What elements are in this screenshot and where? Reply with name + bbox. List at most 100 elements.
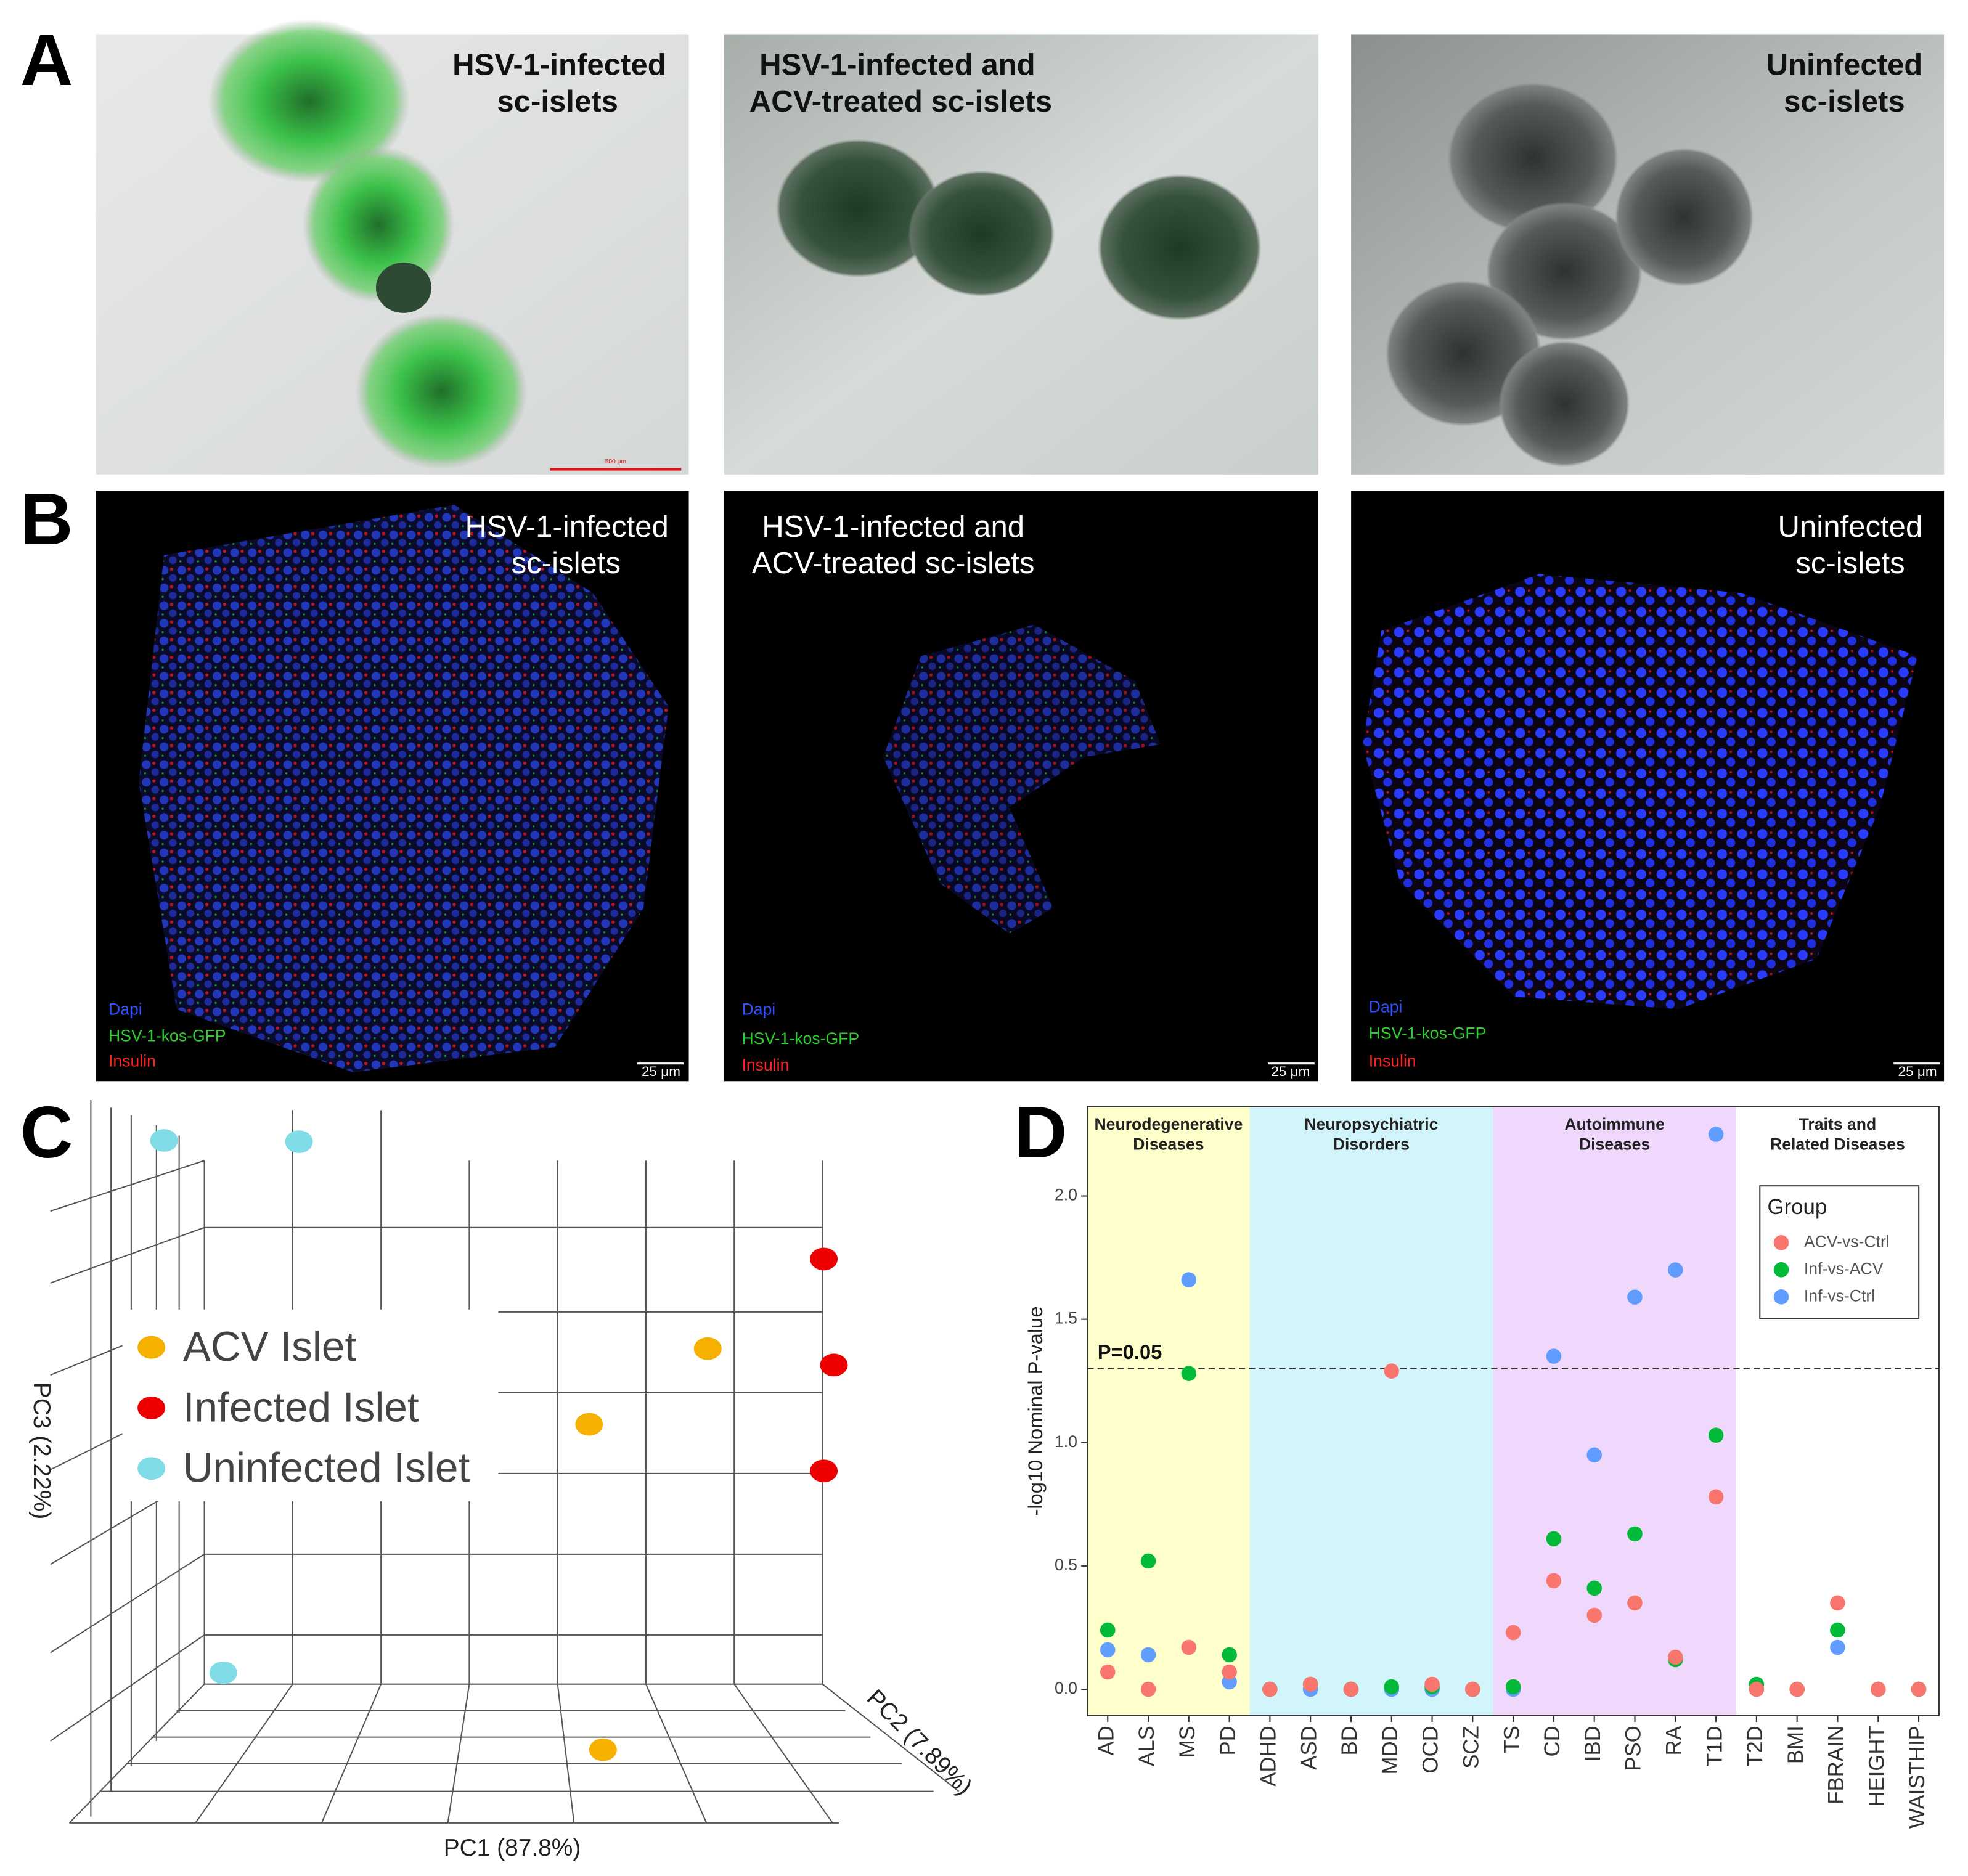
legend-label: Inf-vs-ACV xyxy=(1804,1259,1884,1278)
stain-label: Insulin xyxy=(742,1056,790,1074)
stain-label: Dapi xyxy=(108,1000,142,1019)
group-title: Related Diseases xyxy=(1770,1135,1905,1154)
image-title: Uninfected xyxy=(1766,49,1923,82)
x-tick-label: PSO xyxy=(1622,1726,1646,1771)
pca-point xyxy=(589,1738,617,1761)
x-tick-label: HEIGHT xyxy=(1865,1726,1888,1806)
islet xyxy=(1447,82,1619,234)
stain-label: HSV-1-kos-GFP xyxy=(742,1029,860,1048)
x-tick-label: FBRAIN xyxy=(1825,1726,1848,1805)
pca-point xyxy=(810,1247,838,1271)
x-tick-label: ALS xyxy=(1135,1726,1159,1766)
dot xyxy=(1586,1580,1602,1596)
image-title: Uninfected xyxy=(1778,510,1923,544)
image-title: ACV-treated sc-islets xyxy=(752,547,1035,580)
image-title: HSV-1-infected and xyxy=(762,510,1024,544)
dot xyxy=(1546,1348,1562,1364)
dot xyxy=(1505,1679,1521,1695)
x-tick-label: ADHD xyxy=(1257,1726,1281,1787)
legend-label: ACV Islet xyxy=(183,1324,357,1370)
x-tick-label: AD xyxy=(1095,1726,1118,1755)
dot xyxy=(1749,1681,1765,1697)
dot xyxy=(1708,1427,1724,1443)
x-tick-label: BMI xyxy=(1784,1726,1808,1764)
dot-plot: Neurodegenerative Diseases Neuropsychiatri… xyxy=(1024,1106,1940,1829)
group-title: Neuropsychiatric xyxy=(1304,1115,1438,1133)
islet xyxy=(1614,147,1754,287)
dot xyxy=(1100,1622,1116,1638)
x-tick-label: RA xyxy=(1662,1725,1686,1755)
dot xyxy=(1384,1679,1400,1695)
islet xyxy=(908,170,1055,297)
dot xyxy=(1505,1625,1521,1641)
dot xyxy=(1181,1272,1197,1287)
dot xyxy=(1100,1642,1116,1658)
legend-title: Group xyxy=(1768,1196,1827,1219)
threshold-label: P=0.05 xyxy=(1098,1340,1162,1363)
axis-label: PC1 (87.8%) xyxy=(444,1835,581,1861)
dot xyxy=(1870,1681,1886,1697)
pca-point xyxy=(150,1129,178,1152)
dot xyxy=(1100,1664,1116,1680)
legend-marker xyxy=(137,1397,166,1419)
pca-point xyxy=(810,1459,838,1483)
x-tick-label: OCD xyxy=(1419,1726,1443,1773)
islet xyxy=(375,262,432,313)
image-title: sc-islets xyxy=(512,547,621,580)
dot xyxy=(1140,1647,1156,1663)
group-title: Traits and xyxy=(1799,1115,1877,1133)
islet xyxy=(208,18,410,183)
dot xyxy=(1343,1681,1359,1697)
scale-bar-label: 25 μm xyxy=(642,1064,680,1079)
legend-label: Uninfected Islet xyxy=(183,1445,470,1491)
x-tick-label: MDD xyxy=(1379,1726,1402,1774)
dot xyxy=(1181,1639,1197,1655)
axis-label: PC2 (7.89%) xyxy=(862,1684,978,1800)
dot xyxy=(1586,1447,1602,1463)
islet xyxy=(356,312,528,470)
dot xyxy=(1830,1595,1845,1611)
dot xyxy=(1546,1531,1562,1547)
dot xyxy=(1627,1595,1643,1611)
y-tick-label: 2.0 xyxy=(1055,1186,1077,1204)
dot xyxy=(1384,1363,1400,1379)
islet xyxy=(775,139,940,278)
islet xyxy=(1486,202,1643,341)
dot xyxy=(1302,1676,1318,1692)
x-tick-label: BD xyxy=(1338,1726,1362,1755)
y-tick-label: 1.5 xyxy=(1055,1309,1077,1327)
legend-marker xyxy=(1773,1262,1789,1278)
stain-label: HSV-1-kos-GFP xyxy=(108,1027,226,1045)
dot xyxy=(1181,1366,1197,1381)
image-title: ACV-treated sc-islets xyxy=(749,85,1052,118)
dot xyxy=(1627,1289,1643,1305)
group-title: Diseases xyxy=(1579,1135,1650,1154)
y-tick-label: 0.0 xyxy=(1055,1679,1077,1697)
legend-marker xyxy=(1773,1235,1789,1250)
image-title: sc-islets xyxy=(1784,85,1905,118)
dot xyxy=(1668,1649,1683,1665)
islet xyxy=(139,504,669,1072)
scale-bar-label: 500 μm xyxy=(605,459,626,465)
x-tick-label: ASD xyxy=(1297,1726,1321,1770)
dot xyxy=(1708,1489,1724,1505)
x-tick-label: T1D xyxy=(1703,1726,1726,1766)
islet xyxy=(303,146,454,303)
stain-label: HSV-1-kos-GFP xyxy=(1369,1024,1487,1043)
x-tick-label: IBD xyxy=(1582,1726,1605,1761)
image-title: sc-islets xyxy=(497,85,618,118)
group-band xyxy=(1249,1106,1493,1716)
x-tick-label: TS xyxy=(1500,1726,1524,1753)
dot xyxy=(1140,1553,1156,1569)
x-tick-label: PD xyxy=(1217,1726,1240,1755)
image-title: HSV-1-infected and xyxy=(759,49,1035,82)
stain-label: Insulin xyxy=(1369,1052,1416,1071)
image-title: sc-islets xyxy=(1795,547,1905,580)
panel-label: B xyxy=(20,479,73,560)
dot xyxy=(1830,1639,1845,1655)
scale-bar-label: 25 μm xyxy=(1271,1064,1310,1079)
legend-marker xyxy=(137,1457,166,1480)
pca-point xyxy=(575,1413,603,1436)
